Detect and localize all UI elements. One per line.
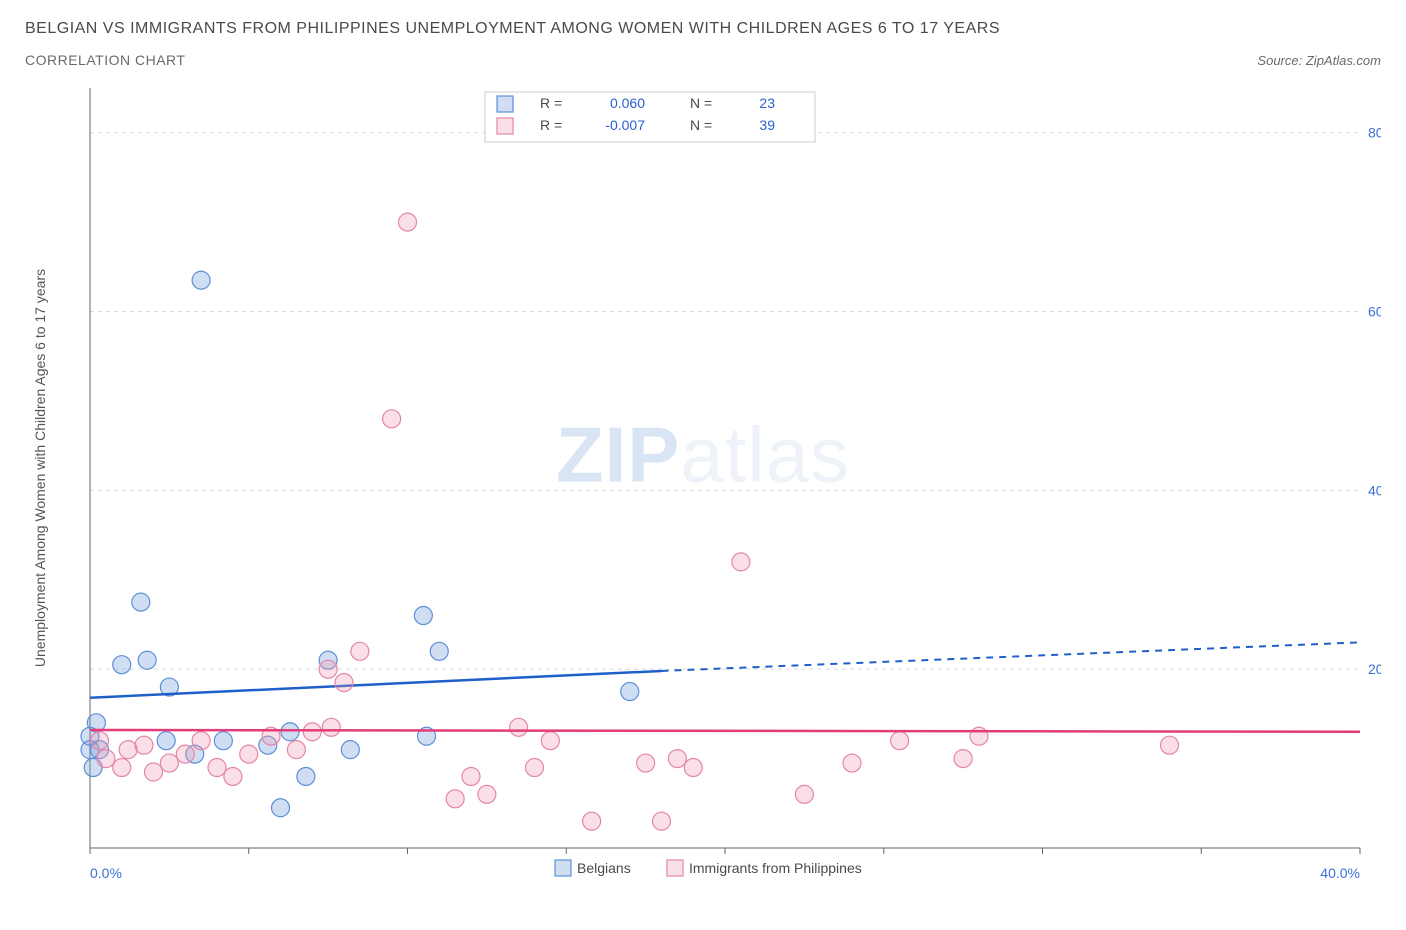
svg-text:23: 23 — [759, 95, 775, 111]
svg-text:0.0%: 0.0% — [90, 865, 122, 881]
svg-text:-0.007: -0.007 — [605, 117, 645, 133]
chart-svg: 20.0% 40.0% 60.0% 80.0% 0.0% 40.0% Unemploymen… — [25, 78, 1381, 898]
page-title: BELGIAN VS IMMIGRANTS FROM PHILIPPINES U… — [25, 20, 1381, 38]
source-attribution: Source: ZipAtlas.com — [1257, 53, 1381, 68]
svg-text:40.0%: 40.0% — [1368, 482, 1381, 498]
svg-text:Immigrants from Philippines: Immigrants from Philippines — [689, 860, 862, 876]
svg-text:60.0%: 60.0% — [1368, 304, 1381, 320]
chart-subtitle: CORRELATION CHART — [25, 52, 185, 68]
svg-text:20.0%: 20.0% — [1368, 661, 1381, 677]
svg-text:Belgians: Belgians — [577, 860, 631, 876]
svg-text:Unemployment Among Women with: Unemployment Among Women with Children A… — [32, 269, 48, 667]
svg-text:R =: R = — [540, 95, 562, 111]
svg-text:80.0%: 80.0% — [1368, 125, 1381, 141]
svg-text:40.0%: 40.0% — [1320, 865, 1360, 881]
svg-text:0.060: 0.060 — [610, 95, 645, 111]
correlation-chart: ZIPatlas 20.0%40.0%60.0%80.0%0.0%40.0%Un… — [25, 78, 1381, 898]
source-label: Source: — [1257, 53, 1302, 68]
svg-text:N =: N = — [690, 95, 712, 111]
svg-text:N =: N = — [690, 117, 712, 133]
subtitle-row: CORRELATION CHART Source: ZipAtlas.com — [25, 52, 1381, 68]
source-name: ZipAtlas.com — [1306, 53, 1381, 68]
svg-text:39: 39 — [759, 117, 775, 133]
svg-text:R =: R = — [540, 117, 562, 133]
